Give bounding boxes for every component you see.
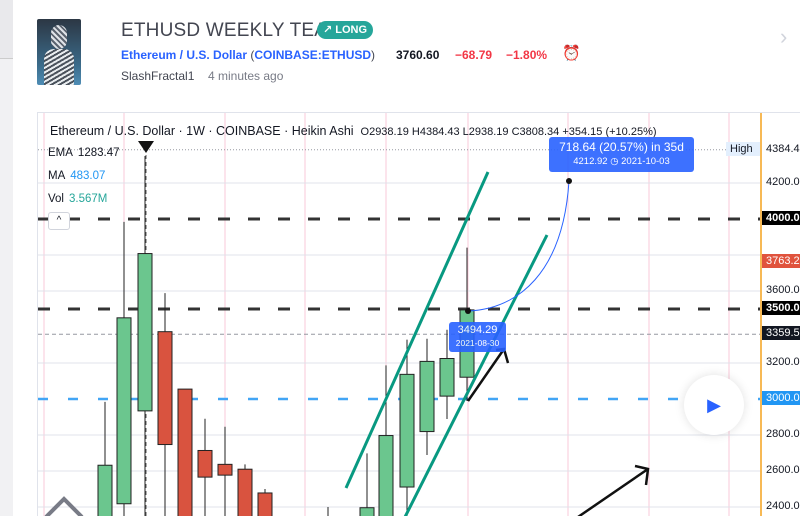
symbol-code[interactable]: COINBASE:ETHUSD bbox=[254, 48, 372, 62]
axis-price-label: 4200.00 bbox=[766, 176, 800, 188]
axis-price-label: 3359.50 bbox=[762, 326, 800, 341]
author-name[interactable]: SlashFractal1 bbox=[121, 69, 195, 83]
bullish-candle bbox=[137, 253, 153, 412]
axis-price-label: 3600.00 bbox=[766, 284, 800, 296]
ma-value: 483.07 bbox=[70, 170, 106, 182]
bullish-candle bbox=[378, 435, 394, 516]
bullish-candle bbox=[399, 373, 415, 488]
symbol-name[interactable]: Ethereum / U.S. Dollar bbox=[121, 48, 248, 62]
chart-area[interactable]: Ethereum / U.S. Dollar · 1W · COINBASE ·… bbox=[37, 112, 800, 516]
bearish-candle bbox=[217, 463, 233, 476]
legend-ohlc: O2938.19 H4384.43 L2938.19 C3808.34 +354… bbox=[360, 126, 657, 138]
axis-price-label: 3500.00 bbox=[762, 301, 800, 315]
bullish-candle bbox=[439, 358, 455, 397]
bearish-candle bbox=[197, 449, 213, 478]
bearish-candle bbox=[257, 492, 273, 516]
axis-price-label: 4000.00 bbox=[762, 211, 800, 225]
bullish-candle bbox=[116, 317, 132, 505]
price-chart[interactable] bbox=[38, 113, 800, 516]
paren: ( bbox=[247, 48, 255, 62]
point-tooltip: 3494.29 2021-08-30 bbox=[449, 322, 506, 352]
legend-symbol: Ethereum / U.S. Dollar · 1W · COINBASE ·… bbox=[50, 124, 354, 138]
bullish-candle bbox=[419, 360, 435, 433]
long-badge: ↗ LONG bbox=[317, 21, 374, 39]
price-change: −68.79 bbox=[455, 48, 493, 62]
add-alert-icon[interactable]: ⏰ bbox=[562, 45, 581, 62]
point-date: 2021-08-30 bbox=[455, 338, 500, 348]
chart-legend: Ethereum / U.S. Dollar · 1W · COINBASE ·… bbox=[50, 124, 657, 138]
axis-price-label: 3000.00 bbox=[762, 391, 800, 405]
arrow-up-large bbox=[577, 464, 650, 516]
paren: ) bbox=[371, 48, 376, 62]
play-button[interactable]: ▶ bbox=[684, 375, 744, 435]
target-change: 718.64 (20.57%) in 35d bbox=[559, 140, 684, 154]
bearish-candle bbox=[177, 388, 193, 516]
next-idea-chevron-icon[interactable]: › bbox=[780, 24, 788, 49]
axis-price-label: 3200.00 bbox=[766, 356, 800, 368]
axis-price-label: 3763.20 bbox=[762, 253, 800, 268]
projection-curve bbox=[467, 180, 570, 312]
last-price: 3760.60 bbox=[396, 48, 440, 62]
ema-value: 1283.47 bbox=[77, 147, 120, 159]
axis-price-label: 4384.43 bbox=[762, 141, 800, 156]
down-arrow-icon bbox=[138, 141, 154, 153]
vol-value: 3.567M bbox=[69, 193, 108, 205]
target-point bbox=[566, 178, 572, 184]
indicator-vol[interactable]: Vol 3.567M bbox=[48, 193, 108, 205]
symbol-link[interactable]: Ethereum / U.S. Dollar (COINBASE:ETHUSD) bbox=[121, 48, 375, 62]
target-tooltip: 718.64 (20.57%) in 35d 4212.92 ◷ 2021-10… bbox=[549, 137, 694, 172]
bearish-candle bbox=[237, 468, 253, 516]
collapse-legend-button[interactable]: ^ bbox=[48, 212, 70, 230]
point-price: 3494.29 bbox=[457, 324, 498, 336]
channel-lower-line bbox=[403, 234, 549, 516]
author-avatar[interactable] bbox=[37, 19, 81, 85]
idea-title: ETHUSD WEEKLY TEAR bbox=[121, 20, 342, 41]
bullish-candle bbox=[359, 507, 375, 516]
bearish-candle bbox=[157, 331, 173, 446]
start-point bbox=[465, 308, 471, 314]
target-price-date: 4212.92 ◷ 2021-10-03 bbox=[573, 156, 670, 167]
indicator-ma[interactable]: MA 483.07 bbox=[48, 170, 106, 182]
high-tag: High bbox=[726, 141, 760, 156]
bullish-candle bbox=[97, 464, 113, 516]
axis-price-label: 2800.00 bbox=[766, 428, 800, 440]
axis-price-label: 2600.00 bbox=[766, 464, 800, 476]
left-panel-edge-lower bbox=[0, 58, 13, 516]
published-time: 4 minutes ago bbox=[208, 69, 284, 83]
channel-upper-line bbox=[344, 171, 490, 489]
chevron-up-icon bbox=[44, 496, 84, 516]
indicator-ema[interactable]: EMA 1283.47 bbox=[48, 147, 120, 159]
price-change-percent: −1.80% bbox=[506, 48, 548, 62]
axis-price-label: 2400.00 bbox=[766, 500, 800, 512]
